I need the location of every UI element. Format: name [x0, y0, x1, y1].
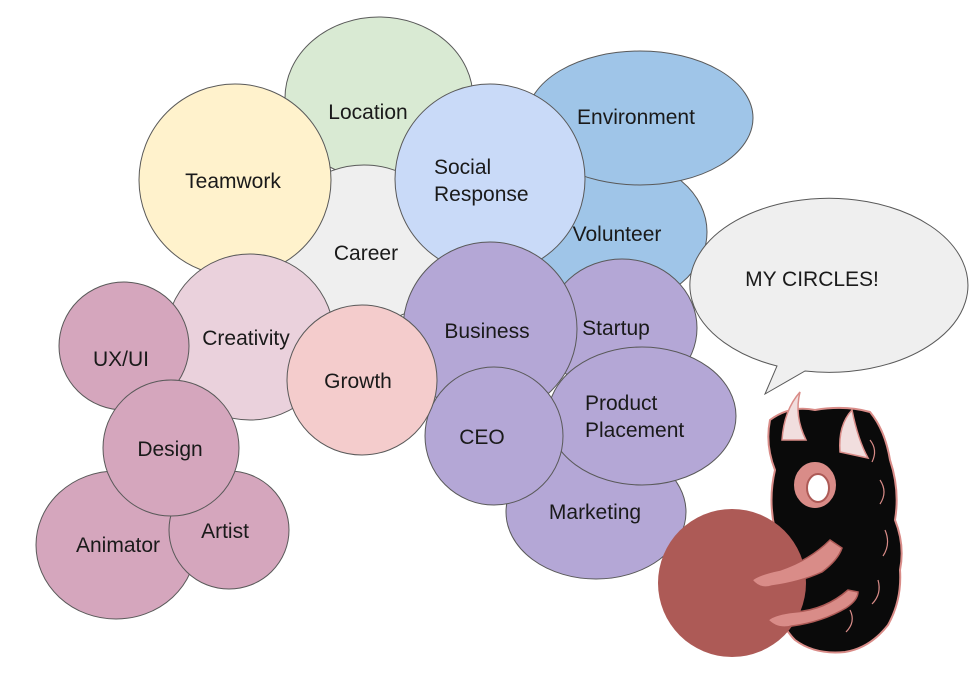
circle-label-animator: Animator [76, 534, 160, 557]
circle-label-social-response: Social Response [434, 156, 529, 206]
monster-arm-lower [766, 589, 859, 628]
circle-label-design: Design [137, 438, 202, 461]
circle-label-creativity: Creativity [202, 327, 290, 350]
monster-arm-upper [750, 539, 843, 588]
circle-ceo: CEO [424, 366, 564, 506]
speech-bubble-text: MY CIRCLES! [745, 268, 879, 291]
speech-bubble: MY CIRCLES! [689, 197, 969, 396]
circle-label-artist: Artist [201, 520, 249, 543]
circle-label-marketing: Marketing [549, 501, 641, 524]
circle-label-teamwork: Teamwork [185, 170, 281, 193]
circle-label-location: Location [328, 101, 407, 124]
circle-label-startup: Startup [582, 317, 650, 340]
circle-label-growth: Growth [324, 370, 392, 393]
monster-horn-right [839, 408, 870, 460]
circle-label-business: Business [444, 320, 529, 343]
monster-illustration [658, 391, 903, 657]
speech-bubble-shape [689, 197, 969, 396]
circle-label-career: Career [334, 242, 398, 265]
circle-label-volunteer: Volunteer [573, 223, 662, 246]
circle-label-ux-ui: UX/UI [93, 348, 149, 371]
circle-growth: Growth [286, 304, 438, 456]
circle-ux-ui: UX/UI [58, 281, 190, 411]
circle-teamwork: Teamwork [138, 83, 332, 277]
circle-label-environment: Environment [577, 106, 695, 129]
monster-horn-left [781, 391, 808, 441]
monster-eye-inner [806, 473, 830, 503]
circle-label-product-placement: Product Placement [585, 392, 684, 442]
circle-label-ceo: CEO [459, 426, 505, 449]
circle-product-placement: Product Placement [547, 346, 737, 486]
circle-design: Design [102, 379, 240, 517]
